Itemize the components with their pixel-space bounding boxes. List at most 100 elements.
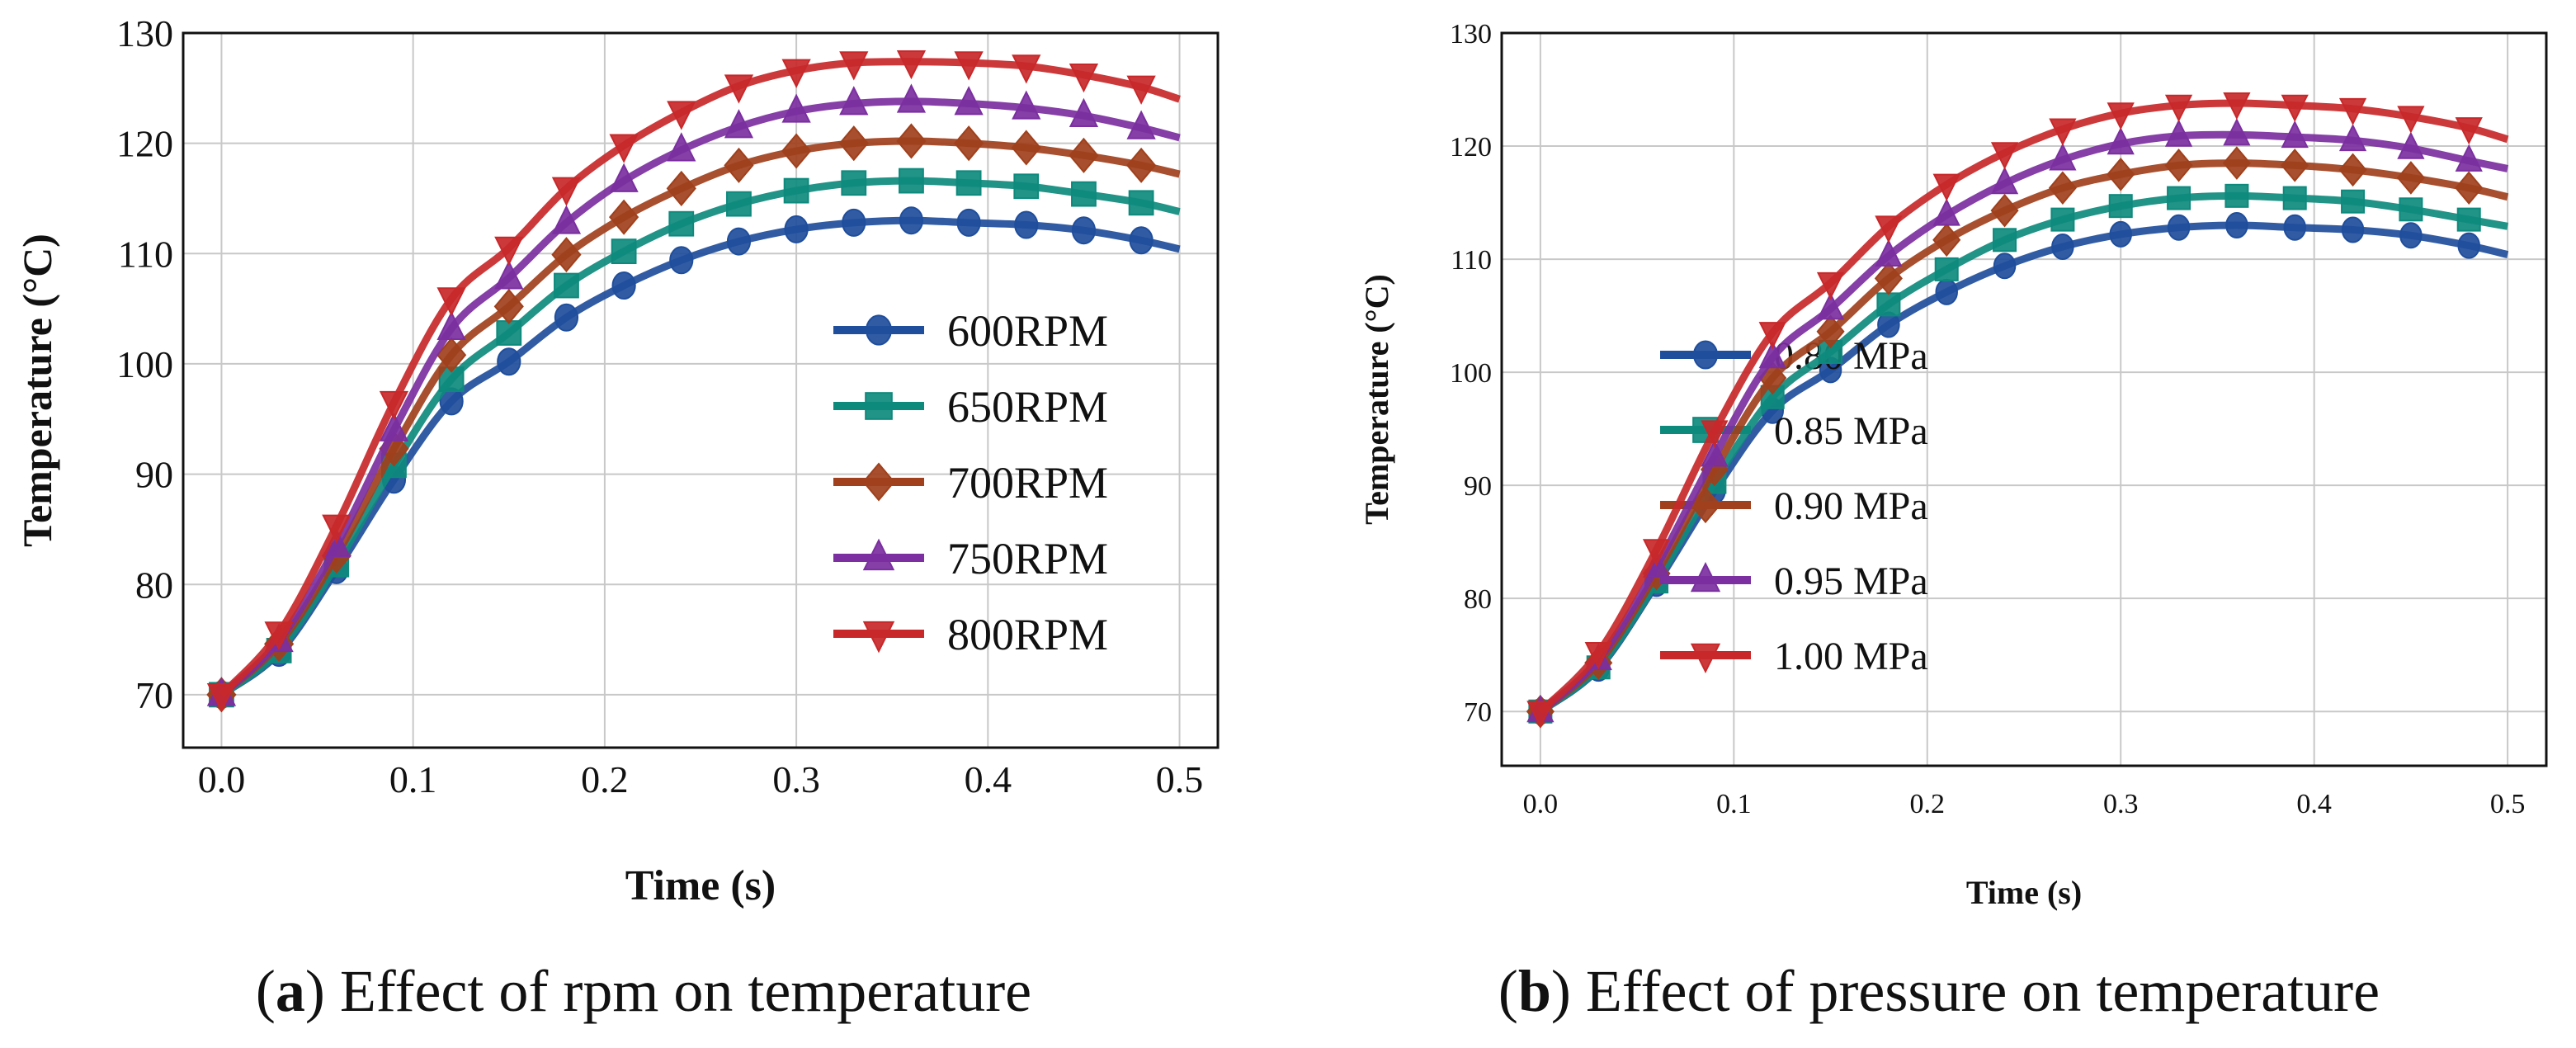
- data-point: [669, 246, 694, 275]
- data-point: [2456, 207, 2481, 232]
- data-point: [726, 191, 752, 217]
- data-point: [379, 390, 409, 421]
- data-point: [609, 199, 639, 235]
- data-point: [783, 177, 809, 204]
- data-point: [436, 287, 466, 317]
- plot-frame: [182, 31, 1220, 749]
- data-point: [1875, 215, 1903, 243]
- data-point: [838, 125, 869, 162]
- data-point: [839, 51, 869, 81]
- data-point: [2048, 171, 2077, 205]
- data-point: [1071, 181, 1097, 207]
- caption-a: (a) Effect of rpm on temperature: [255, 958, 1032, 1024]
- data-point: [493, 288, 524, 324]
- legend-marker-triangle-down: [862, 621, 895, 654]
- data-point: [2225, 183, 2249, 208]
- data-point: [2164, 149, 2193, 182]
- y-tick-label: 90: [135, 454, 173, 496]
- caption-a-letter: a: [275, 958, 305, 1024]
- data-point: [1932, 223, 1961, 257]
- data-point: [2109, 220, 2132, 248]
- data-point: [2222, 146, 2251, 180]
- data-point: [611, 271, 636, 300]
- data-point: [842, 208, 866, 237]
- legend-label: 1.00 MPa: [1774, 635, 1928, 678]
- y-tick-label: 120: [1450, 132, 1492, 163]
- data-point: [1934, 257, 1959, 281]
- data-point: [896, 123, 927, 159]
- data-point: [954, 125, 984, 162]
- data-point: [2397, 131, 2425, 159]
- data-point: [1701, 420, 1729, 448]
- data-point: [1642, 539, 1671, 567]
- data-point: [497, 347, 521, 376]
- y-tick-label: 100: [116, 343, 173, 385]
- data-point: [781, 93, 811, 123]
- x-axis-label: Time (s): [1966, 874, 2082, 911]
- data-point: [1701, 439, 1729, 467]
- x-tick-label: 0.4: [965, 758, 1012, 800]
- data-point: [554, 272, 579, 299]
- data-point: [551, 237, 582, 273]
- data-point: [2164, 94, 2193, 122]
- data-point: [1990, 193, 2019, 228]
- data-point: [724, 74, 754, 104]
- data-point: [2107, 102, 2135, 130]
- data-point: [2225, 211, 2248, 238]
- data-point: [551, 205, 582, 234]
- y-tick-label: 120: [116, 123, 173, 165]
- legend-marker-circle: [1692, 340, 1719, 370]
- caption-b: (b) Effect of pressure on temperature: [1498, 958, 2380, 1024]
- legend-label: 0.95 MPa: [1774, 559, 1928, 603]
- y-tick-label: 70: [135, 674, 173, 716]
- data-point: [2338, 97, 2367, 126]
- series-line: [1538, 221, 2509, 715]
- series-650rpm: [209, 168, 1181, 708]
- data-point: [667, 101, 696, 130]
- data-point: [1935, 278, 1958, 305]
- x-tick-label: 0.1: [1716, 789, 1752, 819]
- data-point: [2455, 117, 2483, 145]
- data-point: [2107, 157, 2135, 191]
- data-point: [1126, 110, 1156, 139]
- data-point: [1932, 198, 1960, 226]
- data-point: [724, 147, 754, 183]
- data-point: [1014, 210, 1039, 239]
- data-point: [1126, 75, 1156, 105]
- data-point: [2167, 214, 2191, 241]
- x-tick-label: 0.5: [1156, 758, 1204, 800]
- data-point: [2281, 94, 2309, 122]
- data-point: [1874, 262, 1903, 295]
- legend-marker-triangle-up: [862, 538, 895, 571]
- data-point: [2457, 232, 2480, 259]
- data-point: [2107, 127, 2135, 155]
- data-point: [955, 170, 982, 196]
- data-point: [1012, 90, 1041, 120]
- legend-marker-square: [865, 392, 893, 420]
- data-point: [2397, 106, 2425, 134]
- data-point: [1129, 226, 1154, 255]
- x-tick-label: 0.3: [772, 758, 820, 800]
- caption-b-text: Effect of pressure on temperature: [1585, 958, 2380, 1024]
- data-point: [1875, 238, 1903, 267]
- y-tick-label: 70: [1464, 697, 1492, 728]
- data-point: [784, 215, 809, 243]
- y-axis-label: Temperature (°C): [1358, 274, 1395, 525]
- y-tick-label: 80: [1464, 584, 1492, 615]
- series-750rpm: [206, 83, 1181, 706]
- y-tick-label: 110: [118, 233, 173, 275]
- y-axis-label: Temperature (°C): [14, 234, 60, 547]
- x-tick-label: 0.2: [1910, 789, 1946, 819]
- data-point: [954, 51, 984, 81]
- data-point: [2399, 197, 2423, 222]
- y-tick-label: 110: [1451, 245, 1492, 276]
- series-0-85-mpa: [1528, 183, 2508, 724]
- data-point: [2281, 120, 2309, 149]
- data-point: [1126, 147, 1157, 183]
- data-point: [1993, 228, 2017, 253]
- data-point: [2399, 222, 2423, 249]
- data-point: [667, 132, 696, 162]
- series-1-00-mpa: [1526, 92, 2509, 729]
- data-point: [2223, 92, 2251, 120]
- data-point: [896, 83, 927, 113]
